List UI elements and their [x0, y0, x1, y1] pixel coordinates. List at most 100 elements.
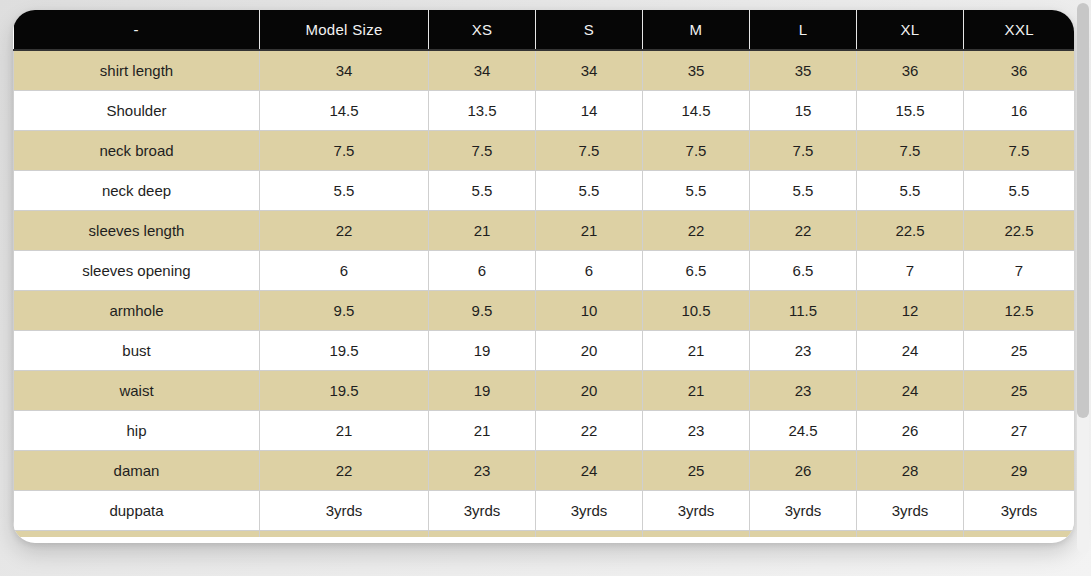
table-cell: 3yrds [260, 490, 429, 530]
table-cell: 3yrds [750, 490, 857, 530]
table-cell: 10 [536, 290, 643, 330]
table-cell: 7.5 [536, 130, 643, 170]
table-cell: 12 [857, 290, 964, 330]
table-cell: 5.5 [857, 170, 964, 210]
table-cell: 35 [750, 50, 857, 90]
table-cell: 10.5 [643, 290, 750, 330]
table-cell: 7.5 [260, 130, 429, 170]
table-cell: 24 [857, 330, 964, 370]
table-cell: 9.5 [429, 290, 536, 330]
row-label: neck deep [14, 170, 260, 210]
table-cell [750, 530, 857, 537]
table-row: duppata3yrds3yrds3yrds3yrds3yrds3yrds3yr… [14, 490, 1075, 530]
table-cell [964, 530, 1075, 537]
table-cell: 3yrds [536, 490, 643, 530]
table-cell: 25 [964, 330, 1075, 370]
table-cell: 7.5 [429, 130, 536, 170]
table-cell: 36 [964, 50, 1075, 90]
table-cell: 23 [643, 410, 750, 450]
row-label: sleeves length [14, 210, 260, 250]
table-cell [429, 530, 536, 537]
table-cell: 34 [429, 50, 536, 90]
table-cell: 25 [964, 370, 1075, 410]
table-cell: 6 [260, 250, 429, 290]
table-cell: 21 [429, 210, 536, 250]
row-label: sleeves opening [14, 250, 260, 290]
table-cell: 7.5 [643, 130, 750, 170]
table-cell: 22.5 [964, 210, 1075, 250]
table-cell: 9.5 [260, 290, 429, 330]
table-cell [643, 530, 750, 537]
table-cell: 22 [260, 210, 429, 250]
table-cell: 27 [964, 410, 1075, 450]
table-cell: 21 [643, 370, 750, 410]
header-cell-model-size: Model Size [260, 10, 429, 50]
table-cell: 22 [750, 210, 857, 250]
table-cell: 7 [964, 250, 1075, 290]
table-cell: 12.5 [964, 290, 1075, 330]
table-cell: 26 [750, 450, 857, 490]
vertical-scrollbar-thumb[interactable] [1077, 3, 1089, 418]
row-label: shirt length [14, 50, 260, 90]
row-label: hip [14, 410, 260, 450]
table-cell: 34 [260, 50, 429, 90]
table-cell: 22 [536, 410, 643, 450]
table-cell: 15.5 [857, 90, 964, 130]
size-chart-header: -Model SizeXSSMLXLXXL [14, 10, 1075, 50]
table-cell: 24.5 [750, 410, 857, 450]
row-label: bust [14, 330, 260, 370]
row-label: duppata [14, 490, 260, 530]
table-cell: 21 [536, 210, 643, 250]
header-cell-xl: XL [857, 10, 964, 50]
table-cell: 3yrds [857, 490, 964, 530]
size-chart-body: shirt length34343435353636Shoulder14.513… [14, 50, 1075, 537]
header-cell-s: S [536, 10, 643, 50]
table-cell: 24 [536, 450, 643, 490]
table-cell: 28 [857, 450, 964, 490]
table-row: shirt length34343435353636 [14, 50, 1075, 90]
table-cell: 26 [857, 410, 964, 450]
table-cell: 16 [964, 90, 1075, 130]
table-cell: 14 [536, 90, 643, 130]
table-cell: 6.5 [643, 250, 750, 290]
table-cell [536, 530, 643, 537]
table-row: Shoulder14.513.51414.51515.516 [14, 90, 1075, 130]
table-cell: 36 [857, 50, 964, 90]
table-cell: 22 [260, 450, 429, 490]
table-cell: 14.5 [643, 90, 750, 130]
table-row: waist19.5192021232425 [14, 370, 1075, 410]
header-cell--: - [14, 10, 260, 50]
table-cell: 7.5 [857, 130, 964, 170]
table-cell: 6 [429, 250, 536, 290]
table-row: armhole9.59.51010.511.51212.5 [14, 290, 1075, 330]
table-row: neck broad7.57.57.57.57.57.57.5 [14, 130, 1075, 170]
table-row: sleeves length222121222222.522.5 [14, 210, 1075, 250]
header-cell-m: M [643, 10, 750, 50]
table-cell: 35 [643, 50, 750, 90]
table-row: bust19.5192021232425 [14, 330, 1075, 370]
size-chart-table: -Model SizeXSSMLXLXXL shirt length343434… [13, 10, 1074, 537]
table-cell: 29 [964, 450, 1075, 490]
table-row: hip2121222324.52627 [14, 410, 1075, 450]
table-cell: 19.5 [260, 330, 429, 370]
size-chart-card: -Model SizeXSSMLXLXXL shirt length343434… [13, 10, 1074, 543]
table-cell: 7.5 [750, 130, 857, 170]
table-cell: 13.5 [429, 90, 536, 130]
table-cell: 5.5 [750, 170, 857, 210]
table-cell: 20 [536, 370, 643, 410]
table-cell: 25 [643, 450, 750, 490]
table-cell: 3yrds [643, 490, 750, 530]
table-cell: 5.5 [536, 170, 643, 210]
table-cell: 7 [857, 250, 964, 290]
table-cell: 3yrds [964, 490, 1075, 530]
table-cell: 24 [857, 370, 964, 410]
row-label: armhole [14, 290, 260, 330]
table-cell [857, 530, 964, 537]
table-cell: 5.5 [429, 170, 536, 210]
table-cell: 19.5 [260, 370, 429, 410]
table-cell: 34 [536, 50, 643, 90]
table-cell: 23 [750, 370, 857, 410]
vertical-scrollbar-track[interactable] [1077, 3, 1089, 553]
row-label: waist [14, 370, 260, 410]
table-cell: 14.5 [260, 90, 429, 130]
